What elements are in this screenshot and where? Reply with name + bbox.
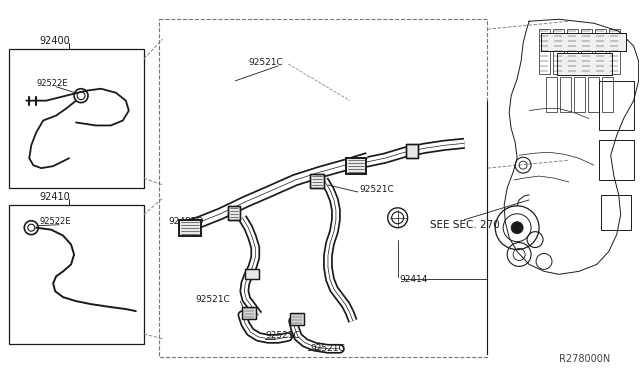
Bar [581, 29, 592, 74]
Text: SEE SEC. 270: SEE SEC. 270 [429, 220, 499, 230]
Bar [10, 205, 144, 344]
Circle shape [511, 222, 523, 234]
Bar [609, 29, 620, 74]
Bar [541, 33, 626, 51]
Bar [553, 29, 564, 74]
Bar [245, 269, 259, 279]
Bar [546, 77, 557, 112]
Bar [599, 140, 634, 180]
Text: 92521C: 92521C [265, 331, 300, 340]
Text: 92482Q: 92482Q [169, 217, 204, 226]
Bar [574, 77, 585, 112]
Bar [290, 313, 304, 325]
Text: R278000N: R278000N [559, 354, 610, 364]
Bar [567, 29, 578, 74]
Bar [557, 53, 612, 75]
Bar [245, 269, 259, 279]
Text: 92522E: 92522E [39, 217, 71, 226]
Bar [290, 313, 304, 325]
Bar [346, 158, 366, 174]
Text: 92521C: 92521C [360, 186, 395, 195]
Bar [228, 206, 241, 220]
Text: 92414: 92414 [399, 275, 428, 284]
Bar [557, 53, 612, 75]
Text: 92522E: 92522E [36, 79, 68, 88]
Bar [595, 29, 605, 74]
Text: 92521C: 92521C [310, 344, 345, 353]
Bar [243, 307, 256, 319]
Bar [159, 19, 487, 357]
Text: 92521C: 92521C [248, 58, 283, 67]
Bar [243, 307, 256, 319]
Text: 92400: 92400 [39, 36, 70, 46]
Bar [179, 220, 200, 235]
Bar [602, 77, 612, 112]
Bar [10, 49, 144, 188]
Bar [560, 77, 571, 112]
Bar [346, 158, 366, 174]
Bar [310, 174, 324, 188]
Bar [599, 81, 634, 131]
Bar [601, 195, 630, 230]
Bar [406, 144, 417, 158]
Bar [310, 174, 324, 188]
Text: 92410: 92410 [39, 192, 70, 202]
Bar [539, 29, 550, 74]
Bar [541, 33, 626, 51]
Text: 92521C: 92521C [196, 295, 230, 304]
Bar [179, 220, 200, 235]
Bar [228, 206, 241, 220]
Bar [588, 77, 599, 112]
Bar [406, 144, 417, 158]
